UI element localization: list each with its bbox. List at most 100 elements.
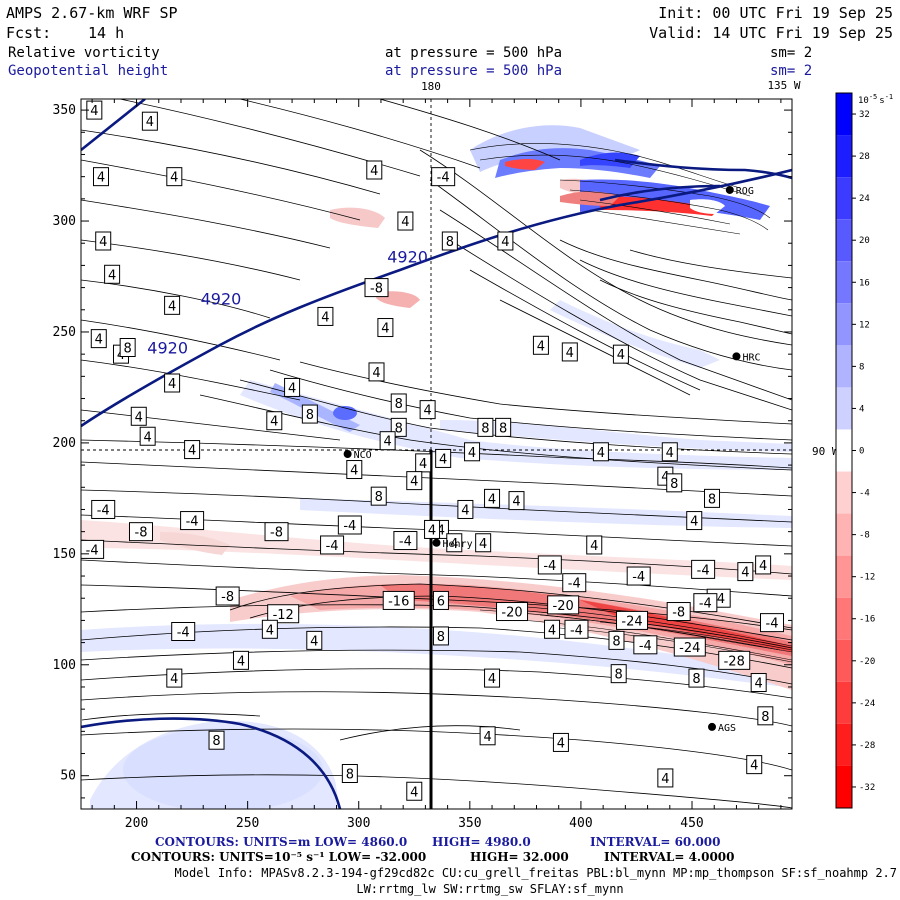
colorbar-bin: [836, 177, 852, 220]
vorticity-label-box: [755, 555, 772, 575]
vorticity-label-box: [688, 668, 705, 688]
forecast-value: 14 h: [88, 24, 124, 42]
colorbar-tick-label: -24: [859, 699, 875, 709]
vorticity-contour-label: 4: [146, 115, 154, 130]
vorticity-contour-label: 8: [446, 235, 454, 250]
vorticity-contour-label: -8: [135, 526, 148, 541]
vorticity-label-box: [166, 668, 183, 688]
vorticity-contour-label: 4: [170, 672, 178, 687]
vorticity-contour-label: -4: [639, 639, 652, 654]
vorticity-label-box: [564, 619, 589, 639]
colorbar-units: 10-5 s-1: [858, 93, 893, 106]
vorticity-contour-label: 4: [237, 654, 245, 669]
station-marker: [708, 722, 717, 731]
colorbar-tick-label: -4: [859, 489, 870, 499]
colorbar-tick-label: -16: [859, 615, 875, 625]
vorticity-label-box: [406, 781, 423, 801]
vorticity-label-box: [475, 533, 492, 553]
vorticity-label-box: [544, 619, 561, 639]
colorbar-bin: [836, 219, 852, 262]
vorticity-label-box: [477, 417, 494, 437]
colorbar-tick-label: 0: [859, 447, 864, 457]
vorticity-label-box: [562, 573, 587, 593]
vorticity-label-box: [691, 559, 716, 579]
vorticity-label-box: [364, 278, 389, 298]
vorticity-contour-label: -4: [570, 623, 583, 638]
plot-frame: [80, 98, 793, 810]
vorticity-contour-label: 8: [615, 668, 623, 683]
init-time: Init: 00 UTC Fri 19 Sep 25: [658, 4, 893, 22]
vorticity-label-box: [346, 460, 363, 480]
vorticity-label-box: [393, 531, 418, 551]
vorticity-label-box: [377, 318, 394, 338]
vorticity-contour-label: 4: [537, 339, 545, 354]
footer-contours-vort-b: HIGH= 32.000: [470, 850, 569, 864]
vorticity-label-box: [301, 404, 318, 424]
y-tick-label: 300: [53, 214, 76, 229]
vorticity-contour-label: 4: [468, 446, 476, 461]
x-tick-label: 400: [569, 816, 592, 831]
vorticity-label-box: [397, 211, 414, 231]
vorticity-contour-label: 4: [488, 492, 496, 507]
valid-time: Valid: 14 UTC Fri 19 Sep 25: [649, 24, 893, 42]
vorticity-contour-label: -4: [766, 617, 779, 632]
colorbar-bin: [836, 723, 852, 766]
vorticity-label-box: [432, 590, 449, 610]
vorticity-contour-label: 4: [383, 435, 391, 450]
vorticity-label-box: [661, 442, 678, 462]
vorticity-label-box: [457, 499, 474, 519]
vorticity-label-box: [337, 515, 362, 535]
x-tick-label: 300: [347, 816, 370, 831]
vorticity-contour-label: -16: [388, 594, 409, 609]
vorticity-contour-label: 4: [97, 171, 105, 186]
lon-135w-label: 135 W: [767, 79, 800, 92]
height-contour-label: 4920: [201, 290, 242, 309]
colorbar-bin: [836, 387, 852, 430]
vorticity-label-box: [484, 668, 501, 688]
vorticity-contour-label: 4: [597, 446, 605, 461]
vorticity-label-box: [537, 555, 562, 575]
vorticity-label-box: [552, 732, 569, 752]
vorticity-contour-label: -4: [399, 535, 412, 550]
vorticity-label-box: [104, 264, 121, 284]
vorticity-label-box: [320, 535, 345, 555]
vorticity-contour-label: 4: [99, 235, 107, 250]
vorticity-contour-label: 4: [90, 104, 98, 119]
vorticity-contour-label: 4: [479, 537, 487, 552]
y-tick-label: 200: [53, 436, 76, 451]
vorticity-label-box: [92, 167, 109, 187]
vorticity-contour-label: 8: [708, 492, 716, 507]
vorticity-contour-label: 8: [670, 477, 678, 492]
vorticity-contour-label: 4: [270, 415, 278, 430]
vorticity-label-box: [464, 442, 481, 462]
vorticity-contour-label: 8: [306, 408, 314, 423]
vorticity-contour-label: -4: [543, 559, 556, 574]
colorbar-tick-label: 16: [859, 278, 870, 288]
vorticity-label-box: [415, 453, 432, 473]
field2-level: at pressure = 500 hPa: [385, 63, 562, 79]
vorticity-contour-label: 4: [170, 171, 178, 186]
vorticity-contour-label: 4: [437, 523, 445, 538]
vorticity-label-box: [171, 622, 196, 641]
vorticity-contour-label: 4: [512, 495, 520, 510]
y-tick-label: 50: [60, 769, 76, 784]
y-tick-label: 100: [53, 658, 76, 673]
vorticity-contour-label: 4: [548, 623, 556, 638]
vorticity-contour-label: -8: [270, 526, 283, 541]
vorticity-contour-label: 4: [750, 759, 758, 774]
colorbar-tick-label: 8: [859, 362, 864, 372]
vorticity-label-box: [431, 167, 456, 187]
vorticity-label-box: [757, 706, 774, 726]
vorticity-label-box: [284, 377, 301, 397]
vorticity-contour-label: -4: [177, 626, 190, 641]
vorticity-contour-label: 8: [761, 710, 769, 725]
vorticity-contour-label: 4: [488, 672, 496, 687]
footer-contours-height-a: CONTOURS: UNITS=m LOW= 4860.0: [155, 835, 407, 849]
vorticity-label-box: [90, 329, 107, 349]
vorticity-label-box: [382, 590, 415, 610]
y-tick-label: 350: [53, 103, 76, 118]
vorticity-contour-label: 4: [617, 348, 625, 363]
vorticity-label-box: [737, 562, 754, 582]
vorticity-contour-label: 4: [666, 446, 674, 461]
vorticity-contour-label: 4: [135, 410, 143, 425]
